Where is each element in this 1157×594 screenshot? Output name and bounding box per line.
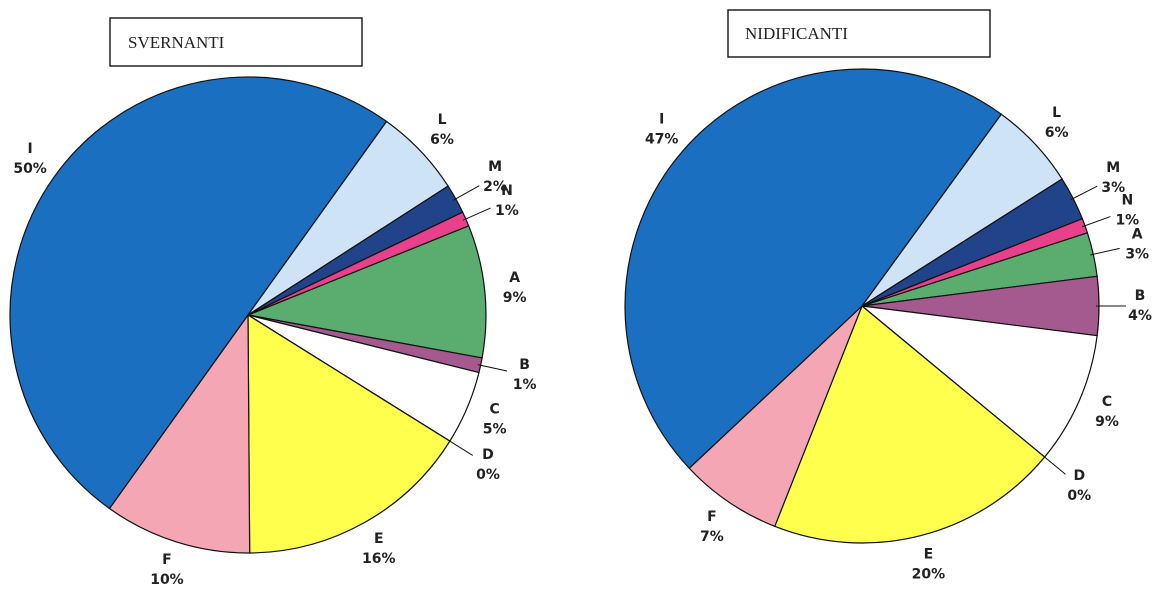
slice-value-label: 9% bbox=[1095, 414, 1119, 430]
slice-label: A bbox=[1132, 226, 1143, 242]
leader-line bbox=[477, 364, 508, 372]
slice-label: D bbox=[1073, 468, 1085, 484]
slice-label: F bbox=[707, 509, 717, 525]
slice-label: I bbox=[27, 141, 32, 157]
slice-label: M bbox=[1106, 160, 1120, 176]
slice-value-label: 20% bbox=[912, 567, 946, 583]
slice-label: B bbox=[1135, 288, 1146, 304]
slice-value-label: 1% bbox=[1115, 212, 1139, 228]
slice-value-label: 2% bbox=[483, 179, 507, 195]
slice-value-label: 10% bbox=[150, 572, 184, 588]
slice-label: N bbox=[1121, 192, 1133, 208]
slice-value-label: 47% bbox=[645, 131, 679, 147]
pie-slice bbox=[108, 313, 251, 554]
slice-label: C bbox=[1102, 394, 1112, 410]
slice-value-label: 50% bbox=[13, 161, 47, 177]
leader-line bbox=[452, 185, 480, 201]
slice-value-label: 0% bbox=[1067, 488, 1091, 504]
slice-label: E bbox=[374, 531, 384, 547]
slice-label: B bbox=[519, 357, 530, 373]
pie-slice bbox=[247, 313, 451, 554]
slice-value-label: 1% bbox=[513, 377, 537, 393]
slice-value-label: 7% bbox=[700, 529, 724, 545]
slice-label: L bbox=[1052, 105, 1061, 121]
pie-slice bbox=[245, 225, 487, 359]
slice-value-label: 3% bbox=[1101, 180, 1125, 196]
slice-value-label: 4% bbox=[1128, 308, 1152, 324]
slice-label: I bbox=[659, 111, 664, 127]
slice-label: L bbox=[438, 112, 447, 128]
chart-title: NIDIFICANTI bbox=[745, 24, 848, 43]
slice-value-label: 3% bbox=[1125, 246, 1149, 262]
slice-value-label: 16% bbox=[362, 551, 396, 567]
slice-label: A bbox=[509, 270, 520, 286]
title-box bbox=[109, 17, 363, 67]
leader-line bbox=[1081, 216, 1111, 228]
slice-label: E bbox=[924, 547, 934, 563]
pie-slice bbox=[688, 305, 863, 528]
slice-value-label: 5% bbox=[483, 422, 507, 438]
slice-label: D bbox=[482, 447, 494, 463]
leader-line bbox=[1041, 454, 1066, 475]
title-box bbox=[727, 9, 991, 58]
pie-slice bbox=[860, 305, 1098, 458]
leader-line bbox=[447, 439, 473, 456]
pie-slice bbox=[624, 68, 1003, 470]
slice-label: F bbox=[162, 552, 172, 568]
pie-slice bbox=[773, 305, 1046, 544]
leader-line bbox=[1070, 185, 1098, 201]
slice-value-label: 9% bbox=[503, 290, 527, 306]
leader-line bbox=[1090, 247, 1120, 256]
slice-value-label: 0% bbox=[476, 467, 500, 483]
slice-label: C bbox=[490, 402, 500, 418]
slice-label: N bbox=[501, 183, 513, 199]
chart-title: SVERNANTI bbox=[128, 33, 225, 52]
slice-value-label: 6% bbox=[430, 132, 454, 148]
leader-line bbox=[462, 207, 491, 221]
slice-label: M bbox=[488, 159, 502, 175]
slice-value-label: 1% bbox=[495, 203, 519, 219]
slice-value-label: 6% bbox=[1045, 125, 1069, 141]
pie-slice bbox=[9, 76, 388, 510]
